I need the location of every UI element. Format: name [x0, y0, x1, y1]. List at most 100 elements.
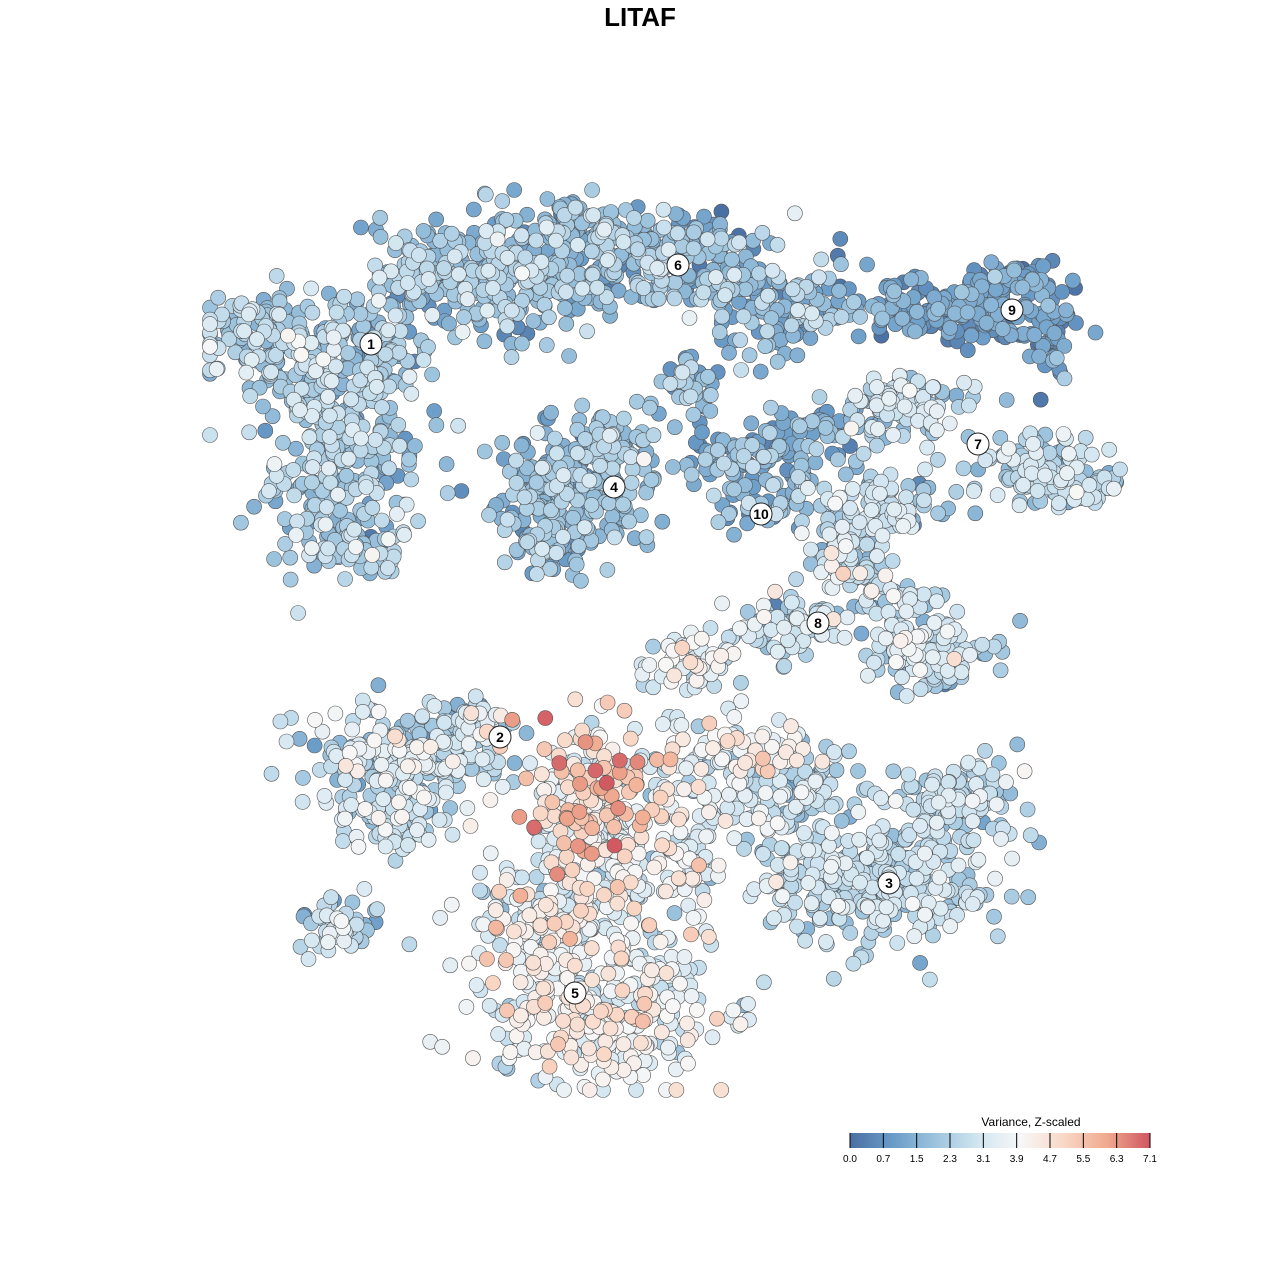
cell-point — [369, 901, 385, 918]
cell-point — [1016, 763, 1033, 780]
cell-point — [741, 347, 758, 364]
cell-point — [532, 917, 549, 934]
cell-point — [680, 1055, 696, 1072]
colorbar-tick-label: 4.7 — [1043, 1154, 1057, 1165]
cell-point — [772, 788, 789, 805]
cell-point — [767, 583, 783, 600]
cell-point — [596, 887, 612, 903]
cell-point — [789, 918, 805, 935]
cell-point — [802, 330, 819, 346]
cell-point — [783, 317, 800, 334]
cell-point — [1056, 370, 1073, 387]
cell-point — [930, 301, 947, 317]
cell-point — [327, 705, 344, 722]
cell-point — [912, 662, 928, 678]
cell-point — [928, 422, 945, 439]
cell-point — [970, 851, 987, 868]
cell-point — [415, 352, 432, 368]
cluster-label-7: 7 — [966, 432, 990, 456]
cell-point — [759, 323, 776, 340]
cell-point — [337, 571, 353, 587]
cell-point — [711, 324, 728, 340]
cell-point — [694, 424, 710, 441]
cell-point — [836, 629, 853, 646]
cell-point — [535, 980, 552, 997]
cell-point — [615, 496, 631, 513]
cell-point — [567, 199, 584, 216]
cell-point — [411, 247, 427, 263]
cell-point — [1054, 284, 1070, 300]
cell-point — [320, 388, 336, 405]
cell-point — [783, 594, 800, 611]
cell-point — [559, 267, 576, 284]
cell-point — [577, 431, 594, 447]
cell-point — [667, 274, 683, 291]
cell-point — [791, 418, 808, 435]
cell-point — [652, 934, 669, 950]
cell-point — [446, 248, 463, 265]
cell-point — [852, 874, 868, 891]
cell-point — [529, 425, 546, 441]
cell-point — [320, 460, 337, 477]
cell-point — [683, 926, 699, 943]
cell-point — [843, 420, 860, 437]
cell-point — [700, 928, 717, 945]
cell-point — [942, 918, 959, 935]
cell-point — [646, 859, 663, 876]
cell-point — [512, 887, 529, 904]
cell-point — [713, 1082, 730, 1098]
cell-point — [407, 438, 423, 454]
cell-point — [530, 833, 547, 850]
cell-point — [292, 402, 308, 418]
cell-point — [719, 800, 736, 816]
cluster-label-text: 5 — [571, 985, 579, 1001]
colorbar-tick-label: 1.5 — [910, 1154, 924, 1165]
colorbar-tick-label: 6.3 — [1110, 1154, 1124, 1165]
cell-point — [666, 419, 683, 436]
cell-point — [368, 378, 385, 395]
cell-point — [282, 549, 299, 566]
cell-point — [539, 191, 556, 207]
cell-point — [928, 814, 945, 831]
cell-point — [1019, 801, 1036, 818]
cell-point — [671, 811, 687, 828]
cell-point — [442, 957, 459, 974]
cell-point — [959, 342, 976, 359]
cell-point — [621, 513, 637, 530]
cell-point — [1058, 302, 1074, 319]
cluster-label-5: 5 — [563, 981, 587, 1005]
cell-point — [939, 623, 956, 640]
cell-point — [851, 514, 868, 531]
cell-point — [994, 321, 1011, 337]
cell-point — [898, 489, 914, 506]
cell-point — [697, 451, 714, 468]
cell-point — [379, 560, 396, 576]
cell-point — [459, 800, 476, 816]
cell-point — [399, 275, 416, 291]
colorbar-tick-label: 3.1 — [976, 1154, 990, 1165]
cell-point — [682, 654, 699, 671]
cell-point — [817, 419, 834, 436]
chart-title: LITAF — [604, 2, 676, 32]
cell-point — [1012, 612, 1028, 629]
cluster-label-text: 4 — [610, 479, 618, 495]
cell-point — [714, 308, 730, 325]
cell-point — [634, 1013, 651, 1030]
cell-point — [714, 595, 730, 612]
cell-point — [702, 387, 719, 403]
cell-point — [1020, 889, 1036, 906]
cell-point — [499, 511, 516, 528]
cell-point — [482, 792, 499, 808]
cell-point — [604, 508, 621, 525]
cell-point — [371, 269, 388, 286]
cell-point — [904, 896, 921, 912]
cell-point — [476, 443, 493, 460]
cell-point — [831, 282, 847, 299]
cell-point — [609, 895, 626, 912]
cell-point — [978, 315, 995, 331]
cell-point — [340, 450, 357, 467]
cell-point — [372, 229, 389, 245]
cell-point — [272, 713, 289, 730]
cell-point — [666, 905, 683, 921]
cell-point — [1004, 850, 1020, 867]
